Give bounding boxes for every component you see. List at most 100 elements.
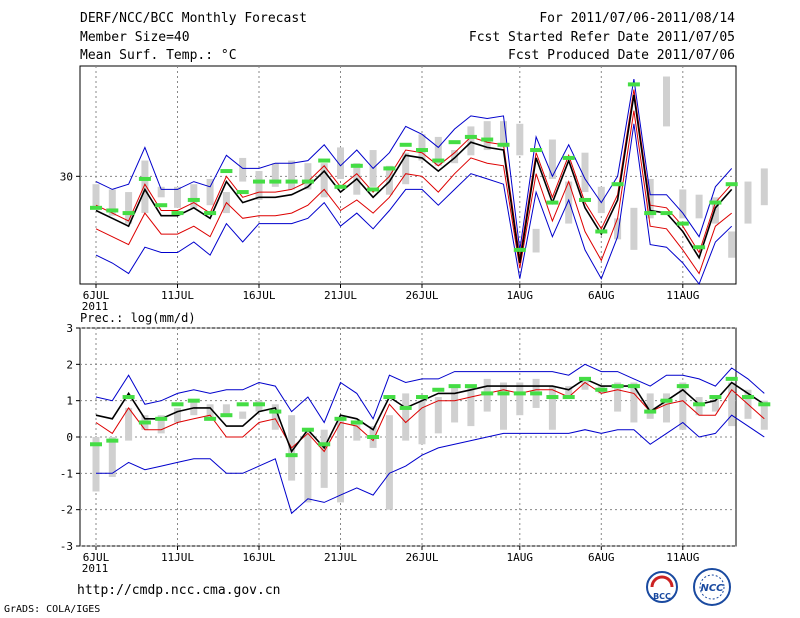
prec-marker [497, 391, 510, 396]
temp-xtick-label: 21JUL [324, 289, 357, 302]
prec-spread-bar [206, 404, 214, 419]
prec-marker [269, 409, 282, 414]
temp-marker [595, 229, 608, 234]
temp-spread-bar [728, 231, 736, 258]
grads-credit: GrADS: COLA/IGES [4, 604, 101, 615]
prec-spread-bar [614, 382, 622, 412]
forecast-started-date: Fcst Started Refer Date 2011/07/05 [468, 30, 735, 45]
prec-spread-bar [451, 386, 459, 423]
prec-marker [122, 395, 135, 400]
chart-title: DERF/NCC/BCC Monthly Forecast [80, 11, 307, 26]
temp-red-line [95, 89, 733, 258]
bcc-logo-arc [650, 575, 674, 588]
temp-marker [106, 208, 119, 213]
prec-marker [106, 438, 119, 443]
prec-marker [644, 409, 657, 414]
prec-spread-bar [353, 422, 361, 441]
temp-xtick-label: 26JUL [405, 289, 438, 302]
prec-spread-bar [108, 437, 116, 477]
prec-marker [416, 395, 428, 400]
temp-marker [579, 197, 591, 202]
prec-marker [383, 395, 396, 400]
temp-marker [611, 182, 624, 187]
temp-spread-bar [337, 147, 344, 179]
prec-marker [464, 384, 477, 389]
temp-spread-bar [548, 139, 556, 179]
temp-spread-bar [679, 189, 687, 219]
prec-marker [709, 395, 722, 400]
prec-spread-bar [174, 407, 181, 423]
temp-marker [367, 187, 380, 192]
prec-marker [660, 398, 673, 403]
temp-upper-line [95, 79, 733, 250]
temp-xtick-label: 11JUL [161, 289, 194, 302]
prec-marker [220, 413, 233, 418]
prec-spread-bar [125, 407, 133, 441]
temp-marker [90, 205, 102, 210]
prec-spread-bar [500, 382, 507, 430]
temp-marker [725, 182, 738, 187]
temp-spread-bar [418, 134, 426, 161]
prec-spread-bar [728, 382, 736, 427]
temp-spread-bar [630, 207, 638, 250]
temp-marker [138, 176, 151, 181]
ncc-logo-text: NCC [700, 583, 724, 594]
prec-xtick-label: 6JUL [83, 551, 110, 564]
prec-spread-bar [646, 393, 654, 419]
temp-spread-bar [434, 136, 442, 166]
prec-marker [611, 384, 624, 389]
website-url[interactable]: http://cmdp.ncc.cma.gov.cn [77, 583, 281, 598]
prec-spread-bar [516, 382, 524, 416]
prec-marker [171, 402, 184, 407]
temp-frame [79, 65, 737, 285]
forecast-period: For 2011/07/06-2011/08/14 [539, 11, 735, 26]
logos: BCC NCC [646, 568, 731, 606]
prec-marker [399, 405, 412, 410]
temp-marker [334, 184, 347, 189]
prec-marker [725, 376, 738, 381]
prec-ytick-label: 3 [66, 322, 73, 335]
prec-marker [334, 416, 347, 421]
temp-spread-bar [402, 152, 410, 185]
prec-marker [236, 402, 249, 407]
temp-marker [350, 163, 363, 168]
temp-spread-bar [206, 178, 214, 206]
temp-marker [416, 148, 428, 153]
prec-spread-bar [402, 393, 410, 441]
temp-marker [546, 200, 559, 205]
temp-marker [301, 179, 314, 184]
prec-spread-bar [434, 397, 442, 434]
temp-spread-bar [663, 76, 670, 127]
prec-marker [432, 387, 445, 392]
temp-spread-bar [239, 157, 247, 182]
temp-spread-bar [190, 184, 198, 208]
prec-spread-bar [467, 386, 475, 427]
temp-marker [204, 211, 217, 216]
prec-ytick-label: -1 [60, 467, 73, 480]
prec-spread-bar [337, 418, 344, 503]
prec-marker [318, 442, 331, 447]
temp-spread-bar [646, 178, 654, 219]
prec-marker [562, 395, 575, 400]
temp-mean-line [95, 94, 733, 264]
prec-marker [579, 376, 591, 381]
prec-marker [367, 435, 380, 439]
temp-spread-bar [483, 121, 491, 151]
prec-spread-bar [565, 386, 573, 398]
temp-spread-bar [255, 171, 263, 200]
temp-spread-bar [760, 168, 768, 206]
temp-marker [171, 211, 184, 216]
temp-marker [562, 155, 575, 160]
prec-xtick-label: 1AUG [507, 551, 534, 564]
temp-marker [464, 134, 477, 139]
prec-xtick-label: 6AUG [588, 551, 615, 564]
prec-year-label: 2011 [82, 562, 109, 575]
temp-spread-bar [500, 121, 507, 148]
prec-marker [350, 420, 363, 425]
temp-lower-red-line [95, 110, 733, 275]
temp-marker [269, 179, 282, 184]
temp-marker [693, 245, 706, 250]
temp-spread-bar [467, 126, 475, 156]
prec-ytick-label: 0 [66, 431, 73, 444]
